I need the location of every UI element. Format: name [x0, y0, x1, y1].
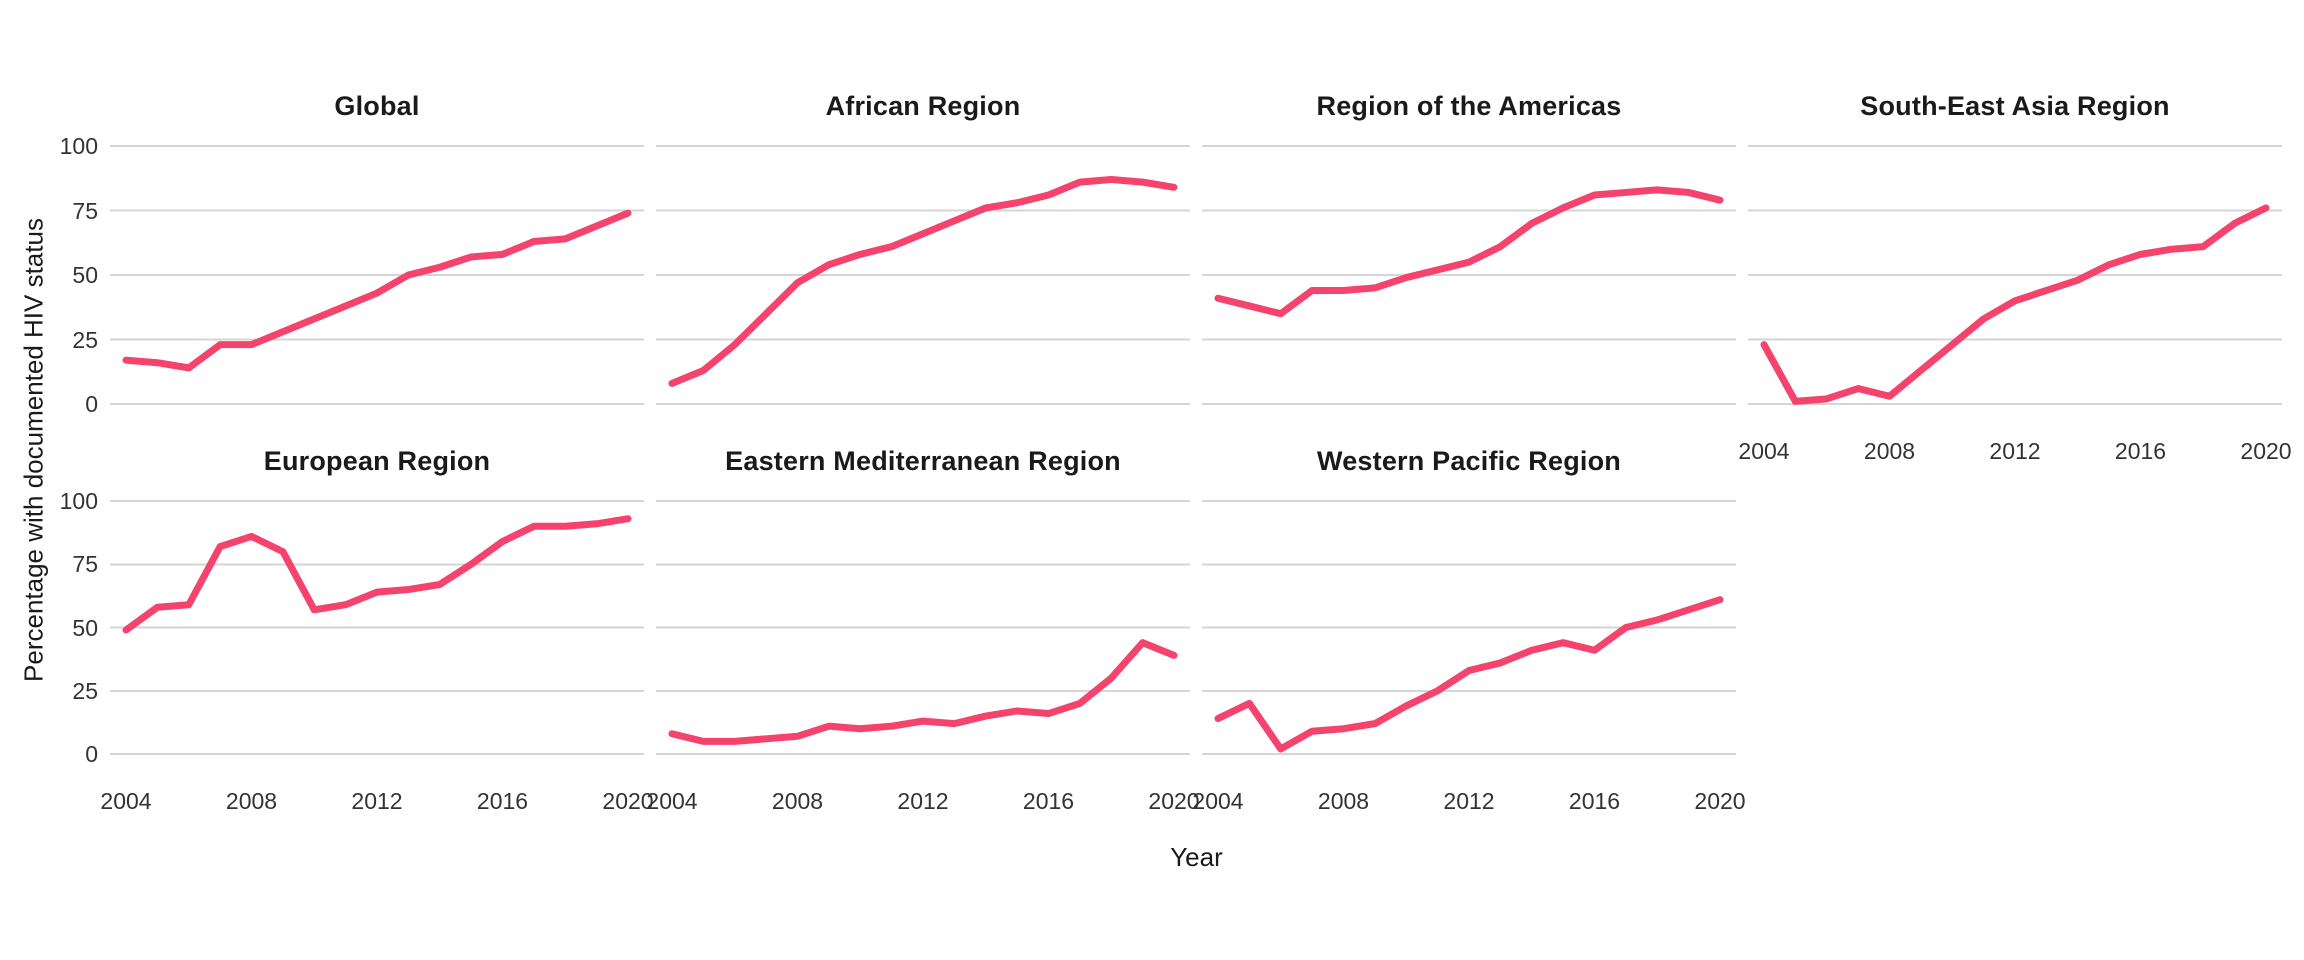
plot-area — [110, 145, 644, 405]
facet-title: African Region — [825, 90, 1021, 121]
x-axis-tick-label: 2012 — [1989, 438, 2041, 464]
trend-line — [122, 209, 632, 372]
plot-area — [110, 500, 644, 755]
x-axis-tick-label: 2004 — [1738, 438, 1790, 464]
x-axis-tick-label: 2008 — [771, 788, 824, 814]
x-axis-tick-label: 2020 — [1148, 788, 1200, 814]
x-axis-tick-label: 2012 — [351, 788, 403, 814]
x-axis-tick-label: 2012 — [897, 788, 949, 814]
x-axis-tick-label: 2020 — [1694, 788, 1746, 814]
y-axis-tick-label: 50 — [72, 614, 98, 641]
facet-panel: Eastern Mediterranean Region 2004 2008 2012… — [646, 437, 1199, 815]
facet-title: European Region — [263, 445, 491, 476]
facet-title: Western Pacific Region — [1317, 445, 1621, 476]
facet-panel: Global — [110, 82, 644, 420]
y-axis-tick-label: 50 — [72, 262, 98, 288]
trend-line — [122, 515, 632, 634]
plot-area — [656, 500, 1190, 755]
plot-area — [1202, 500, 1736, 755]
facet-panel: Western Pacific Region 2004 2008 2012 2016 20… — [1192, 437, 1745, 815]
facet-title: Region of the Americas — [1316, 90, 1622, 121]
trend-line — [1760, 204, 2270, 405]
x-axis-tick-label: 2020 — [602, 788, 654, 814]
x-axis-tick-label: 2016 — [1022, 788, 1075, 814]
facet-panel: Region of the Americas — [1202, 82, 1736, 420]
x-axis-tick-label: 2020 — [2240, 438, 2292, 464]
x-axis-title: Year — [1170, 842, 1223, 872]
trend-line — [1214, 596, 1724, 753]
plot-area — [656, 145, 1190, 405]
facet-panel: European Region 2004 2008 2012 2016 2020 — [100, 437, 653, 815]
y-axis-tick-label: 25 — [72, 326, 98, 353]
x-axis-tick-label: 2004 — [646, 788, 698, 814]
y-axis-tick-label: 0 — [85, 741, 98, 767]
x-axis-tick-label: 2016 — [1568, 788, 1621, 814]
facet-title: South-East Asia Region — [1860, 90, 2170, 121]
plot-area — [1202, 145, 1736, 405]
x-axis-tick-label: 2012 — [1443, 788, 1495, 814]
facet-title: Global — [334, 90, 420, 121]
y-axis-tick-label: 75 — [72, 551, 98, 578]
facet-panel: African Region — [656, 82, 1190, 420]
trend-line — [668, 176, 1178, 387]
x-axis-tick-label: 2008 — [1317, 788, 1370, 814]
x-axis-tick-label: 2008 — [225, 788, 278, 814]
trend-line — [1214, 186, 1724, 318]
x-axis-tick-label: 2004 — [1192, 788, 1244, 814]
y-axis-tick-label: 100 — [59, 133, 98, 159]
y-axis-tick-label: 25 — [72, 677, 98, 704]
x-axis-tick-label: 2008 — [1863, 438, 1916, 464]
trend-line — [668, 639, 1178, 745]
x-axis-tick-label: 2016 — [476, 788, 529, 814]
x-axis-tick-label: 2004 — [100, 788, 152, 814]
y-axis-tick-label: 75 — [72, 197, 98, 224]
facet-panel: South-East Asia Region 2004 2008 2012 2016 20… — [1738, 82, 2291, 465]
plot-area — [1748, 145, 2282, 405]
y-axis-tick-label: 100 — [59, 488, 98, 514]
x-axis-tick-label: 2016 — [2114, 438, 2167, 464]
facet-title: Eastern Mediterranean Region — [725, 445, 1121, 476]
y-axis-tick-label: 0 — [85, 391, 98, 417]
